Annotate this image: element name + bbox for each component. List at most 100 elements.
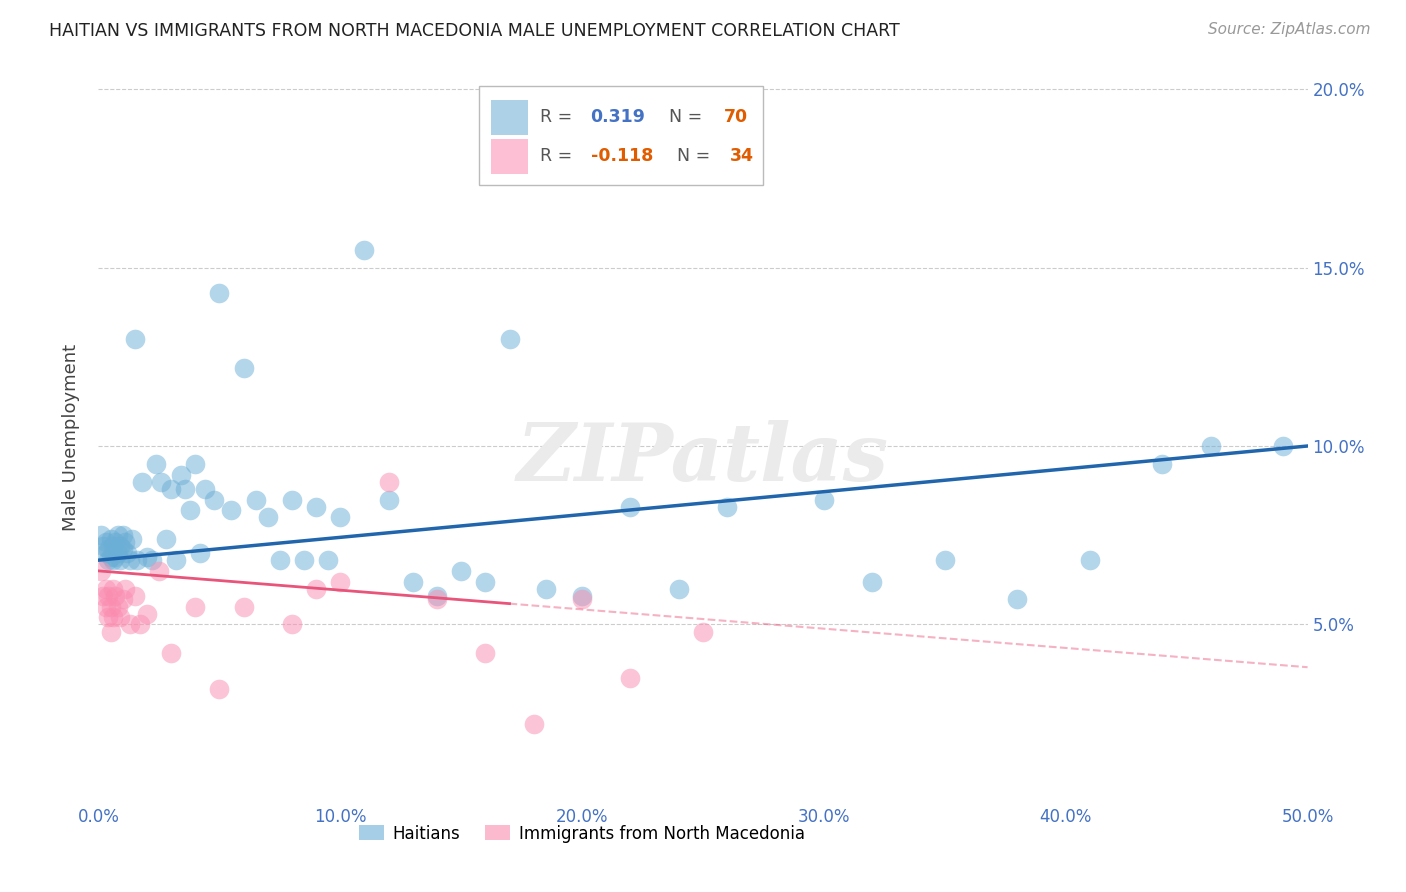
Point (117, 546, 139, 560)
Point (281, 492, 304, 507)
Point (135, 549, 157, 564)
Text: R =: R = (540, 147, 578, 165)
Point (97, 610, 120, 624)
Point (813, 492, 835, 507)
Point (498, 332, 520, 346)
Point (104, 549, 127, 564)
Point (94, 546, 117, 560)
Point (114, 582, 136, 596)
Point (571, 589, 593, 603)
Text: 0.319: 0.319 (591, 109, 645, 127)
Point (329, 574, 352, 589)
Point (90, 564, 112, 578)
Point (141, 553, 163, 567)
Point (160, 482, 183, 496)
Point (426, 592, 449, 607)
Point (221, 503, 243, 517)
Point (1199, 439, 1222, 453)
Point (184, 599, 207, 614)
Point (91, 539, 114, 553)
Point (150, 475, 173, 489)
Point (118, 617, 141, 632)
Point (329, 510, 352, 524)
Point (111, 528, 134, 542)
Point (114, 535, 136, 549)
Point (94, 535, 117, 549)
Point (1078, 553, 1101, 567)
Point (292, 553, 315, 567)
Legend: Haitians, Immigrants from North Macedonia: Haitians, Immigrants from North Macedoni… (353, 818, 811, 849)
Point (121, 532, 143, 546)
Point (160, 646, 183, 660)
Point (97, 553, 120, 567)
FancyBboxPatch shape (492, 138, 527, 174)
Point (135, 607, 157, 621)
Text: Source: ZipAtlas.com: Source: ZipAtlas.com (1208, 22, 1371, 37)
Point (101, 553, 124, 567)
Text: ZIPatlas: ZIPatlas (517, 420, 889, 498)
Point (619, 500, 641, 514)
Text: HAITIAN VS IMMIGRANTS FROM NORTH MACEDONIA MALE UNEMPLOYMENT CORRELATION CHART: HAITIAN VS IMMIGRANTS FROM NORTH MACEDON… (49, 22, 900, 40)
Point (860, 574, 883, 589)
Point (353, 243, 375, 257)
Point (91, 589, 114, 603)
Point (305, 500, 328, 514)
Point (124, 589, 146, 603)
Point (124, 332, 146, 346)
Point (934, 553, 956, 567)
Point (245, 492, 267, 507)
Point (145, 457, 167, 471)
Point (305, 582, 328, 596)
Point (208, 285, 231, 300)
Point (100, 549, 122, 564)
Point (668, 582, 690, 596)
Point (534, 582, 557, 596)
Point (107, 599, 129, 614)
Point (232, 599, 254, 614)
Point (474, 646, 496, 660)
Point (101, 582, 124, 596)
Point (194, 482, 217, 496)
Point (208, 681, 231, 696)
Point (101, 539, 124, 553)
Point (184, 457, 207, 471)
Point (165, 553, 187, 567)
Point (104, 589, 127, 603)
Point (100, 599, 122, 614)
Point (269, 553, 291, 567)
Point (716, 500, 738, 514)
Text: R =: R = (540, 109, 578, 127)
Point (1152, 457, 1174, 471)
Point (131, 475, 153, 489)
Point (619, 671, 641, 685)
Text: N =: N = (665, 147, 716, 165)
Point (107, 546, 129, 560)
Point (108, 539, 131, 553)
Point (571, 592, 593, 607)
Text: 34: 34 (730, 147, 754, 165)
Point (1007, 592, 1029, 607)
Y-axis label: Male Unemployment: Male Unemployment (62, 343, 80, 531)
FancyBboxPatch shape (492, 100, 527, 135)
Point (169, 467, 191, 482)
Point (94, 599, 117, 614)
Point (450, 564, 472, 578)
Point (402, 574, 425, 589)
Point (474, 574, 496, 589)
FancyBboxPatch shape (479, 86, 763, 185)
Point (100, 624, 122, 639)
Text: N =: N = (658, 109, 709, 127)
Point (377, 475, 399, 489)
Point (118, 553, 141, 567)
Point (111, 542, 134, 557)
Point (256, 510, 278, 524)
Point (101, 610, 124, 624)
Point (97, 542, 120, 557)
Point (100, 532, 122, 546)
Point (104, 535, 127, 549)
Point (148, 564, 170, 578)
Point (111, 592, 134, 607)
Point (174, 482, 197, 496)
Point (108, 553, 131, 567)
Point (232, 360, 254, 375)
